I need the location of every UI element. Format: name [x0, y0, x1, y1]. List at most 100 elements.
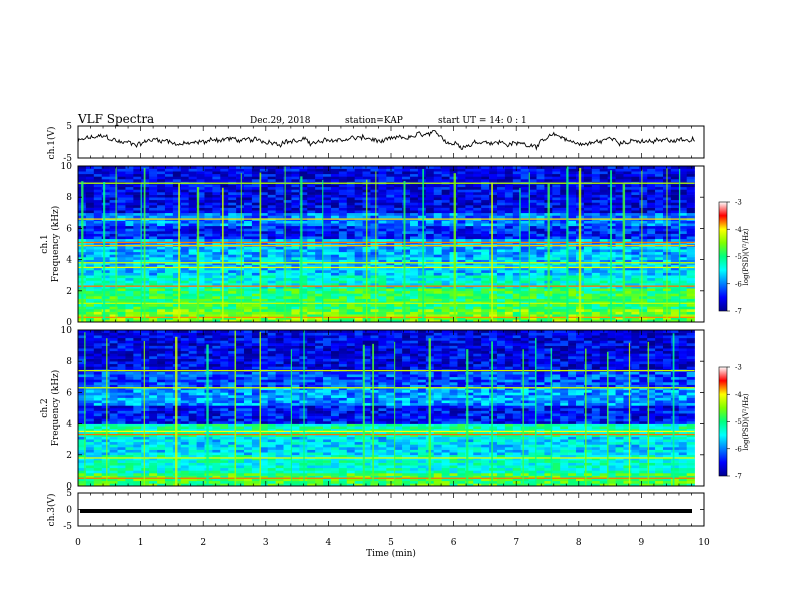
spectrogram-cell [647, 166, 656, 169]
spectrogram-cell [536, 210, 545, 214]
spectrogram-cell [489, 215, 498, 219]
spectrogram-cell [552, 189, 561, 193]
spectrogram-cell [528, 270, 537, 273]
spectrogram-cell [299, 231, 308, 234]
spectrogram-cell [196, 186, 205, 190]
spectrogram-cell [615, 314, 624, 318]
spectrogram-cell [141, 475, 150, 479]
spectrogram-cell [330, 275, 340, 279]
spectrogram-cell [330, 262, 340, 266]
spectrogram-cell [552, 311, 561, 315]
spectrogram-cell [307, 270, 316, 273]
spectrogram-cell [133, 189, 142, 193]
spectrogram-cell [631, 277, 640, 281]
spectrogram-cell [417, 225, 427, 229]
spectrogram-cell [188, 179, 197, 182]
spectrogram-cell [410, 311, 419, 315]
spectrogram-cell [346, 314, 355, 318]
spectrogram-cell [489, 220, 498, 224]
spectrogram-cell [623, 176, 632, 180]
spectrogram-cell [520, 280, 529, 284]
spectrogram-cell [504, 186, 514, 190]
spectrogram-cell [323, 288, 332, 292]
spectrogram-cell [583, 262, 593, 266]
spectrogram-cell [615, 205, 624, 208]
spectrogram-cell [544, 171, 553, 175]
spectrogram-cell [457, 277, 466, 281]
spectrogram-cell [236, 314, 245, 318]
spectrogram-cell [568, 314, 577, 318]
spectrogram-cell [101, 311, 110, 315]
spectrogram-cell [275, 280, 284, 284]
spectrogram-cell [410, 199, 419, 203]
spectrogram-cell [125, 303, 134, 307]
spectrogram-cell [686, 212, 695, 216]
spectrogram-cell [481, 194, 490, 198]
spectrogram-cell [678, 220, 688, 224]
spectrogram-cell [236, 254, 245, 258]
spectrogram-cell [157, 254, 166, 258]
spectrogram-cell [157, 319, 166, 323]
spectrogram-cell [172, 319, 182, 323]
spectrogram-cell [425, 205, 435, 208]
spectrogram-cell [639, 197, 648, 201]
spectrogram-cell [315, 319, 324, 323]
spectrogram-cell [236, 293, 245, 297]
spectrogram-cell [85, 277, 95, 281]
spectrogram-tone-line [78, 285, 695, 287]
spectrogram-cell [425, 254, 435, 258]
spectrogram-cell [615, 249, 624, 253]
spectrogram-cell [196, 233, 205, 237]
spectrogram-cell [196, 194, 205, 198]
spectrogram-cell [172, 199, 182, 203]
spectrogram-cell [560, 277, 569, 281]
spectrogram-cell [489, 283, 498, 286]
spectrogram-cell [149, 225, 158, 229]
spectrogram-burst [422, 169, 425, 322]
spectrogram-cell [283, 233, 292, 237]
spectrogram-cell [109, 212, 118, 216]
spectrogram-cell [615, 264, 624, 268]
spectrogram-cell [378, 168, 387, 172]
spectrogram-cell [623, 298, 632, 302]
spectrogram-cell [267, 249, 276, 253]
spectrogram-cell [520, 272, 529, 276]
spectrogram-cell [536, 311, 545, 315]
spectrogram-cell [560, 212, 569, 216]
spectrogram-cell [417, 210, 427, 214]
spectrogram-cell [386, 293, 395, 297]
spectrogram-cell [655, 319, 664, 323]
spectrogram-cell [599, 199, 608, 203]
spectrogram-cell [417, 186, 427, 190]
spectrogram-cell [323, 189, 332, 193]
spectrogram-cell [338, 303, 348, 307]
spectrogram-cell [125, 205, 134, 208]
spectrogram-cell [489, 212, 498, 216]
spectrogram-cell [93, 280, 103, 284]
spectrogram-cell [528, 225, 537, 229]
spectrogram-cell [267, 306, 276, 310]
spectrogram-cell [228, 303, 237, 307]
spectrogram-cell [338, 231, 348, 234]
spectrogram-cell [164, 168, 174, 172]
spectrogram-cell [378, 228, 387, 232]
spectrogram-cell [441, 316, 450, 320]
spectrogram-cell [259, 184, 269, 188]
spectrogram-cell [323, 254, 332, 258]
spectrogram-cell [386, 303, 395, 307]
spectrogram-cell [228, 171, 237, 175]
spectrogram-cell [402, 194, 411, 198]
spectrogram-cell [204, 296, 213, 299]
spectrogram-cell [228, 301, 237, 305]
spectrogram-cell [410, 270, 419, 273]
spectrogram-cell [560, 186, 569, 190]
spectrogram-cell [283, 301, 292, 305]
spectrogram-cell [504, 483, 514, 487]
spectrogram-cell [109, 319, 118, 323]
spectrogram-cell [583, 309, 593, 312]
spectrogram-cell [678, 280, 688, 284]
spectrogram-cell [299, 285, 308, 289]
spectrogram-cell [180, 246, 189, 250]
spectrogram-cell [425, 225, 435, 229]
spectrogram-cell [85, 309, 95, 312]
